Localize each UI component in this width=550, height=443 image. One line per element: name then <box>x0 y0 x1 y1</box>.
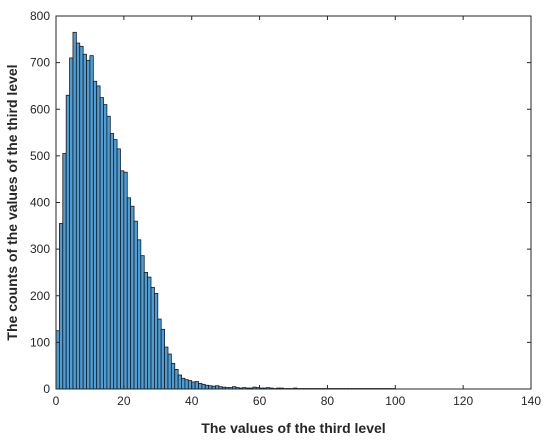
histogram-bar <box>62 153 67 390</box>
x-tick-label: 140 <box>521 394 541 408</box>
histogram-bar <box>184 379 189 390</box>
x-tick-label: 0 <box>53 394 60 408</box>
histogram-bar <box>187 380 193 390</box>
y-tick-label: 800 <box>30 9 50 23</box>
histogram-bar <box>164 346 169 390</box>
x-tick-label: 40 <box>185 394 199 408</box>
histogram-bar <box>123 171 128 390</box>
histogram-bar <box>194 381 199 390</box>
y-tick-label: 700 <box>30 56 50 70</box>
histogram-bar <box>160 328 165 390</box>
histogram-bar <box>72 31 77 390</box>
y-tick-label: 400 <box>30 196 50 210</box>
histogram-bar <box>143 272 149 390</box>
histogram-bar <box>140 255 145 390</box>
histogram-bar <box>201 383 206 390</box>
histogram-bar <box>58 223 64 390</box>
y-tick-label: 100 <box>30 335 50 349</box>
histogram-bar <box>204 384 210 390</box>
histogram-bar <box>130 205 135 390</box>
histogram-bar <box>65 94 70 390</box>
x-axis-ticks: 0 20 40 60 80 100 120 140 <box>53 16 541 408</box>
histogram-bar <box>86 59 91 390</box>
histogram-bar <box>167 353 172 390</box>
histogram-bar <box>106 115 111 390</box>
x-tick-label: 80 <box>321 394 335 408</box>
histogram-bar <box>69 57 74 390</box>
histogram-bar <box>96 85 101 390</box>
histogram-bar <box>191 381 196 390</box>
histogram-bar <box>113 139 118 390</box>
x-tick-label: 100 <box>385 394 405 408</box>
histogram-bar <box>92 80 98 390</box>
histogram-bar <box>198 383 203 390</box>
histogram-bar <box>55 330 60 390</box>
histogram-bar <box>82 53 87 390</box>
histogram-bar <box>120 170 125 390</box>
histogram-bar <box>103 104 108 390</box>
histogram-bar <box>150 286 155 390</box>
x-tick-label: 60 <box>253 394 267 408</box>
histogram-bar <box>157 318 162 390</box>
y-tick-label: 200 <box>30 289 50 303</box>
x-tick-label: 120 <box>453 394 473 408</box>
y-tick-label: 600 <box>30 102 50 116</box>
histogram-bar <box>126 197 132 390</box>
histogram-bar <box>181 377 186 390</box>
histogram-bar <box>147 276 152 390</box>
y-tick-label: 300 <box>30 242 50 256</box>
y-axis-label: The counts of the values of the third le… <box>4 64 20 340</box>
histogram-bar <box>153 293 159 390</box>
histogram-bar <box>99 97 104 390</box>
histogram-bar <box>89 55 94 390</box>
histogram-bar <box>109 133 115 390</box>
histogram-bar <box>137 239 142 390</box>
histogram-bar <box>177 374 182 390</box>
histogram-bar <box>174 369 179 390</box>
x-tick-label: 20 <box>117 394 131 408</box>
histogram-bar <box>116 148 121 390</box>
histogram-bar <box>133 220 138 390</box>
y-tick-label: 500 <box>30 149 50 163</box>
histogram-bar <box>170 362 176 390</box>
y-tick-label: 0 <box>43 382 50 396</box>
x-axis-label: The values of the third level <box>201 420 385 436</box>
histogram-bar <box>79 45 84 390</box>
histogram-bar <box>75 42 81 390</box>
y-axis-ticks: 0 100 200 300 400 500 600 700 800 <box>30 9 531 396</box>
